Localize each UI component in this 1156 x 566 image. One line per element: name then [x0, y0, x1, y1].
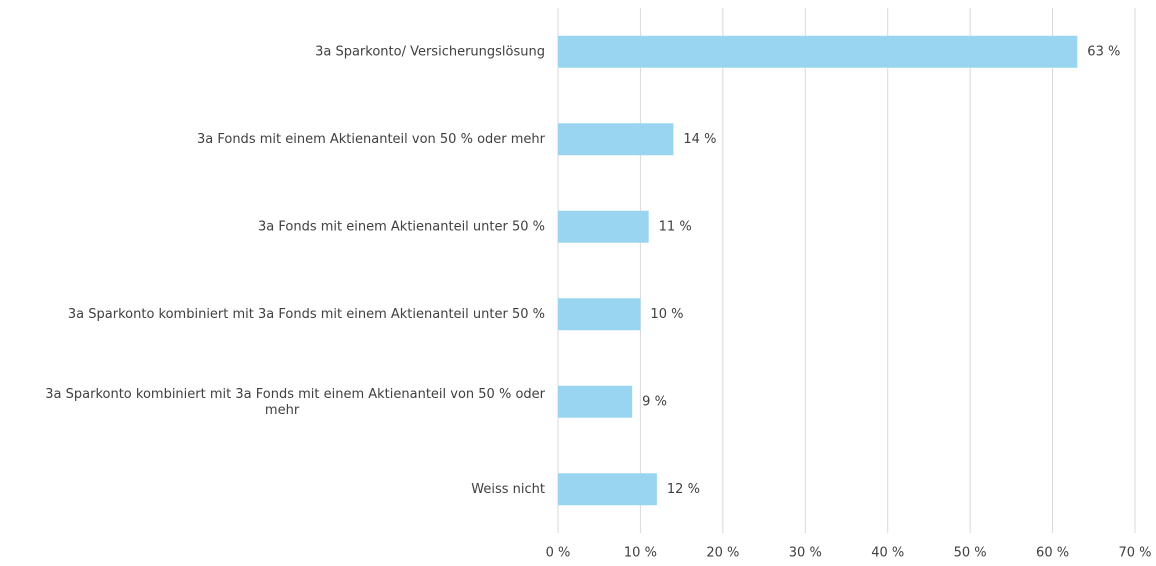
bar: [558, 385, 633, 418]
value-label: 63 %: [1087, 44, 1120, 59]
x-tick-label: 50 %: [954, 546, 987, 561]
x-tick-label: 30 %: [789, 546, 822, 561]
category-label: Weiss nicht: [471, 482, 545, 497]
value-label: 14 %: [683, 132, 716, 147]
x-tick-label: 60 %: [1036, 546, 1069, 561]
x-tick-label: 0 %: [546, 546, 571, 561]
x-tick-label: 70 %: [1118, 546, 1151, 561]
category-label: 3a Sparkonto kombiniert mit 3a Fonds mit…: [45, 386, 545, 417]
value-label: 9 %: [642, 394, 667, 409]
value-label: 12 %: [667, 482, 700, 497]
bar: [558, 210, 649, 243]
bar: [558, 473, 657, 506]
value-label: 11 %: [659, 219, 692, 234]
bar: [558, 123, 674, 156]
x-tick-label: 20 %: [706, 546, 739, 561]
category-label: 3a Fonds mit einem Aktienanteil unter 50…: [258, 219, 545, 234]
category-label: 3a Fonds mit einem Aktienanteil von 50 %…: [197, 132, 546, 147]
value-label: 10 %: [650, 307, 683, 322]
x-tick-label: 10 %: [624, 546, 657, 561]
x-tick-label: 40 %: [871, 546, 904, 561]
category-label: 3a Sparkonto kombiniert mit 3a Fonds mit…: [68, 307, 545, 322]
bar: [558, 35, 1078, 68]
bar: [558, 298, 641, 331]
category-label: 3a Sparkonto/ Versicherungslösung: [315, 44, 545, 59]
